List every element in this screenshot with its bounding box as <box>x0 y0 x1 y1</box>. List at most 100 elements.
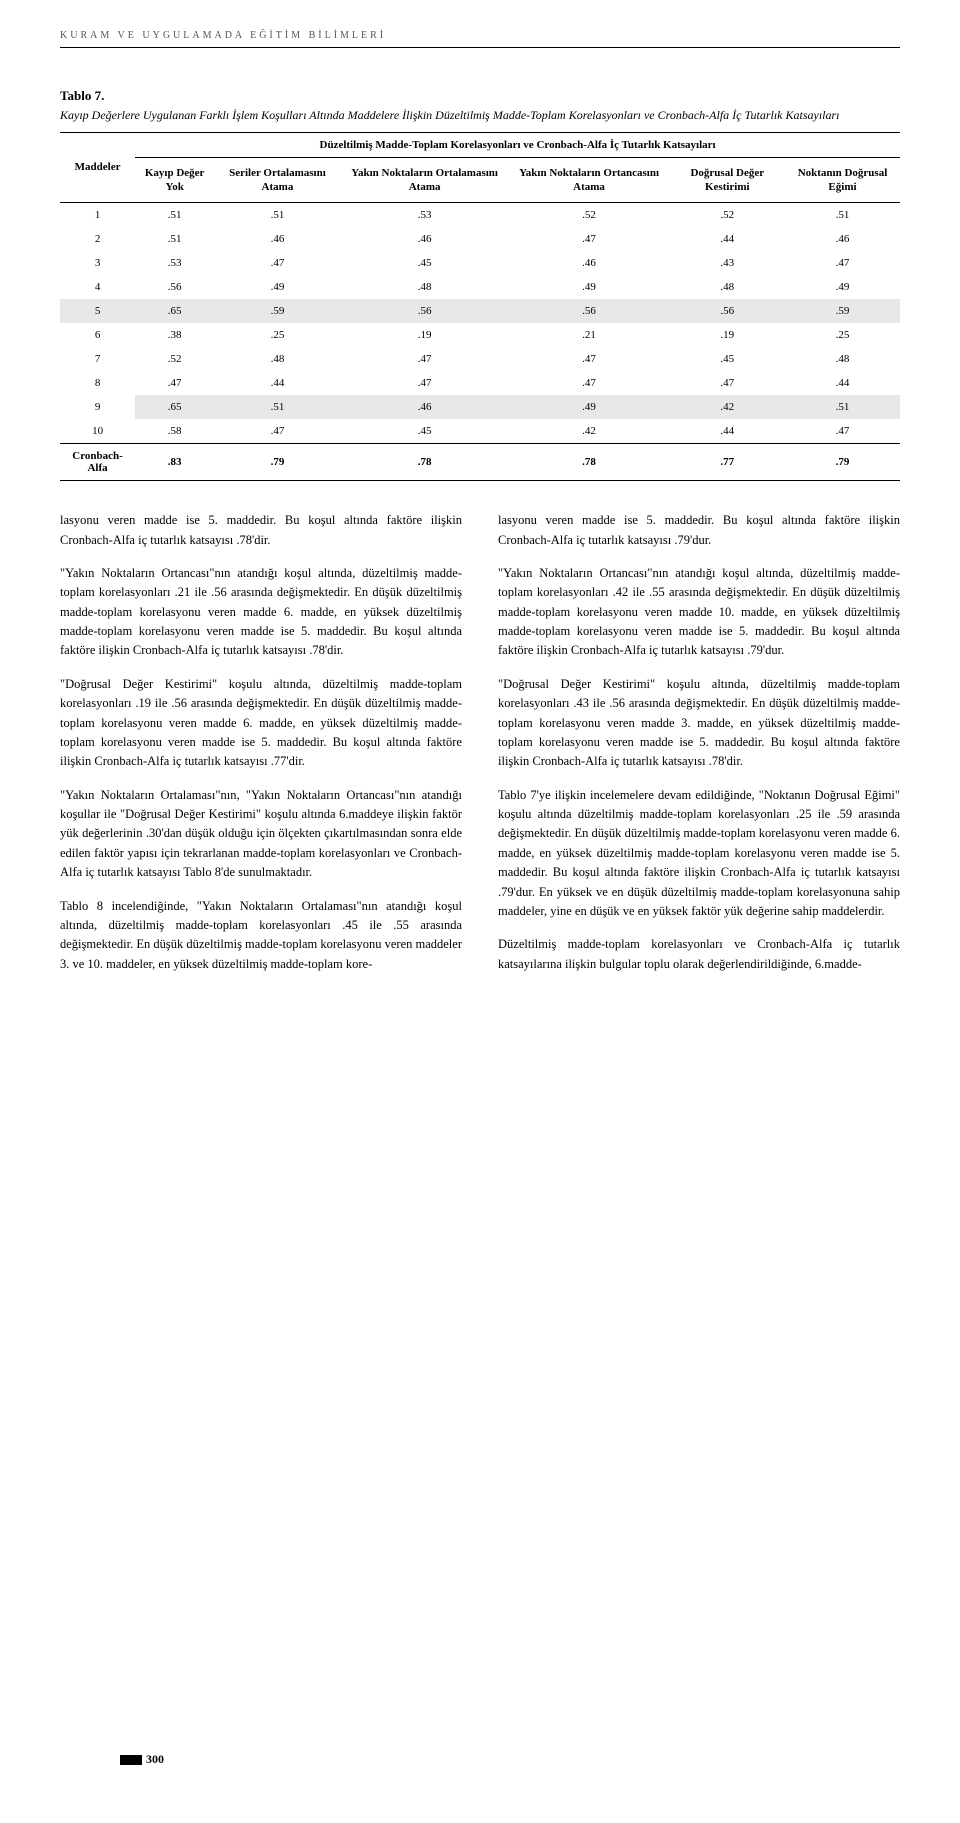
cell: .43 <box>670 251 785 275</box>
paragraph: "Doğrusal Değer Kestirimi" koşulu altınd… <box>60 675 462 772</box>
cell: .49 <box>509 275 670 299</box>
cell: .46 <box>341 395 509 419</box>
col-header: Yakın Noktaların Ortalamasını Atama <box>341 157 509 203</box>
cell: .47 <box>341 347 509 371</box>
cell: .47 <box>135 371 214 395</box>
cell: .56 <box>135 275 214 299</box>
cell: .46 <box>785 227 900 251</box>
cell: .65 <box>135 395 214 419</box>
cell: .47 <box>509 227 670 251</box>
table-row: 3.53.47.45.46.43.47 <box>60 251 900 275</box>
cell: .47 <box>785 419 900 444</box>
cell: .48 <box>785 347 900 371</box>
row-label: 7 <box>60 347 135 371</box>
cell: .49 <box>214 275 341 299</box>
cell: .44 <box>214 371 341 395</box>
paragraph: "Yakın Noktaların Ortancası"nın atandığı… <box>498 564 900 661</box>
cell: .79 <box>785 444 900 481</box>
table-caption: Kayıp Değerlere Uygulanan Farklı İşlem K… <box>60 108 900 124</box>
row-label: 2 <box>60 227 135 251</box>
page-number-text: 300 <box>146 1752 164 1766</box>
cell: .44 <box>670 227 785 251</box>
cell: .59 <box>785 299 900 323</box>
cell: .44 <box>670 419 785 444</box>
cell: .45 <box>341 251 509 275</box>
cell: .19 <box>670 323 785 347</box>
table-label: Tablo 7. <box>60 88 900 104</box>
cell: .48 <box>670 275 785 299</box>
cell: .47 <box>509 347 670 371</box>
cell: .25 <box>785 323 900 347</box>
cell: .48 <box>341 275 509 299</box>
cell: .65 <box>135 299 214 323</box>
cell: .38 <box>135 323 214 347</box>
table-row: 4.56.49.48.49.48.49 <box>60 275 900 299</box>
running-head: KURAM VE UYGULAMADA EĞİTİM BİLİMLERİ <box>60 30 900 48</box>
cell: .47 <box>509 371 670 395</box>
cell: .25 <box>214 323 341 347</box>
col-header: Seriler Ortalamasını Atama <box>214 157 341 203</box>
row-label: 8 <box>60 371 135 395</box>
paragraph: "Yakın Noktaların Ortalaması"nın, "Yakın… <box>60 786 462 883</box>
row-label: 1 <box>60 203 135 228</box>
left-column: lasyonu veren madde ise 5. maddedir. Bu … <box>60 511 462 988</box>
paragraph: lasyonu veren madde ise 5. maddedir. Bu … <box>498 511 900 550</box>
cell: .47 <box>785 251 900 275</box>
right-column: lasyonu veren madde ise 5. maddedir. Bu … <box>498 511 900 988</box>
cell: .52 <box>135 347 214 371</box>
cell: .58 <box>135 419 214 444</box>
row-label: 10 <box>60 419 135 444</box>
paragraph: Tablo 8 incelendiğinde, "Yakın Noktaları… <box>60 897 462 975</box>
cell: .51 <box>214 395 341 419</box>
row-label: 5 <box>60 299 135 323</box>
row-label: 4 <box>60 275 135 299</box>
cell: .49 <box>785 275 900 299</box>
row-header: Maddeler <box>60 132 135 203</box>
cell: .49 <box>509 395 670 419</box>
cell: .47 <box>341 371 509 395</box>
cell: .52 <box>509 203 670 228</box>
cell: .51 <box>135 227 214 251</box>
row-label: Cronbach-Alfa <box>60 444 135 481</box>
cronbach-row: Cronbach-Alfa.83.79.78.78.77.79 <box>60 444 900 481</box>
cell: .46 <box>214 227 341 251</box>
cell: .56 <box>670 299 785 323</box>
table-row: 5.65.59.56.56.56.59 <box>60 299 900 323</box>
col-header: Noktanın Doğrusal Eğimi <box>785 157 900 203</box>
cell: .48 <box>214 347 341 371</box>
cell: .45 <box>341 419 509 444</box>
cell: .56 <box>341 299 509 323</box>
paragraph: Tablo 7'ye ilişkin incelemelere devam ed… <box>498 786 900 922</box>
cell: .51 <box>785 395 900 419</box>
table-row: 6.38.25.19.21.19.25 <box>60 323 900 347</box>
cell: .78 <box>341 444 509 481</box>
cell: .53 <box>341 203 509 228</box>
page-number-bar <box>120 1755 142 1765</box>
cell: .19 <box>341 323 509 347</box>
cell: .47 <box>214 251 341 275</box>
table-row: 7.52.48.47.47.45.48 <box>60 347 900 371</box>
cell: .42 <box>509 419 670 444</box>
row-label: 9 <box>60 395 135 419</box>
cell: .45 <box>670 347 785 371</box>
paragraph: lasyonu veren madde ise 5. maddedir. Bu … <box>60 511 462 550</box>
cell: .52 <box>670 203 785 228</box>
paragraph: Düzeltilmiş madde-toplam korelasyonları … <box>498 935 900 974</box>
cell: .47 <box>670 371 785 395</box>
cell: .83 <box>135 444 214 481</box>
table-row: 1.51.51.53.52.52.51 <box>60 203 900 228</box>
page-number: 300 <box>120 1752 164 1767</box>
cell: .51 <box>785 203 900 228</box>
cell: .79 <box>214 444 341 481</box>
cell: .46 <box>509 251 670 275</box>
body-columns: lasyonu veren madde ise 5. maddedir. Bu … <box>60 511 900 988</box>
col-header: Yakın Noktaların Ortancasını Atama <box>509 157 670 203</box>
cell: .21 <box>509 323 670 347</box>
cell: .42 <box>670 395 785 419</box>
table-row: 10.58.47.45.42.44.47 <box>60 419 900 444</box>
row-label: 3 <box>60 251 135 275</box>
data-table: Maddeler Düzeltilmiş Madde-Toplam Korela… <box>60 132 900 482</box>
cell: .51 <box>214 203 341 228</box>
paragraph: "Yakın Noktaların Ortancası"nın atandığı… <box>60 564 462 661</box>
row-label: 6 <box>60 323 135 347</box>
